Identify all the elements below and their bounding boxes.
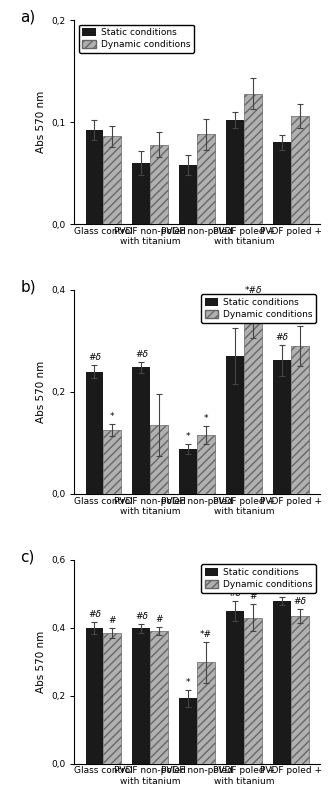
Bar <box>197 662 215 764</box>
Bar <box>86 628 103 764</box>
Bar <box>132 367 150 494</box>
Bar <box>244 618 262 764</box>
Bar <box>226 611 244 764</box>
Bar <box>226 356 244 494</box>
Legend: Static conditions, Dynamic conditions: Static conditions, Dynamic conditions <box>201 564 316 592</box>
Text: #: # <box>109 616 116 625</box>
Legend: Static conditions, Dynamic conditions: Static conditions, Dynamic conditions <box>201 294 316 323</box>
Text: #δ: #δ <box>229 316 242 325</box>
Bar <box>180 449 197 494</box>
Text: *: * <box>110 412 115 421</box>
Bar <box>273 601 291 764</box>
Text: *#δ: *#δ <box>244 285 262 295</box>
Text: a): a) <box>20 10 36 25</box>
Bar <box>150 144 168 224</box>
Bar <box>150 425 168 494</box>
Bar <box>244 318 262 494</box>
Bar <box>180 698 197 764</box>
Bar <box>86 371 103 494</box>
Bar <box>197 435 215 494</box>
Text: #δ: #δ <box>88 610 101 618</box>
Text: #δ: #δ <box>276 333 289 342</box>
Text: #δ: #δ <box>229 588 242 598</box>
Text: #δ: #δ <box>88 353 101 363</box>
Bar <box>180 165 197 224</box>
Text: *: * <box>186 678 191 687</box>
Bar <box>291 616 309 764</box>
Text: #δ: #δ <box>276 585 289 594</box>
Bar <box>273 360 291 494</box>
Text: *: * <box>204 414 208 423</box>
Text: *#: *# <box>200 630 212 639</box>
Y-axis label: Abs 570 nm: Abs 570 nm <box>36 630 45 693</box>
Bar <box>86 130 103 224</box>
Bar <box>103 430 121 494</box>
Bar <box>244 93 262 224</box>
Legend: Static conditions, Dynamic conditions: Static conditions, Dynamic conditions <box>79 25 194 53</box>
Text: #δ: #δ <box>135 612 148 622</box>
Text: #δ: #δ <box>294 313 307 323</box>
Bar <box>291 346 309 494</box>
Bar <box>132 629 150 764</box>
Bar <box>226 120 244 224</box>
Y-axis label: Abs 570 nm: Abs 570 nm <box>36 361 45 423</box>
Text: c): c) <box>20 550 35 564</box>
Text: #: # <box>155 615 163 624</box>
Bar <box>197 135 215 224</box>
Bar <box>291 116 309 224</box>
Bar <box>132 163 150 224</box>
Text: *: * <box>186 432 191 441</box>
Bar <box>103 633 121 764</box>
Text: #δ: #δ <box>135 351 148 359</box>
Bar <box>150 631 168 764</box>
Text: #: # <box>249 592 257 601</box>
Text: b): b) <box>20 280 36 295</box>
Y-axis label: Abs 570 nm: Abs 570 nm <box>36 91 45 153</box>
Text: #δ: #δ <box>294 597 307 606</box>
Bar <box>273 143 291 224</box>
Bar <box>103 136 121 224</box>
